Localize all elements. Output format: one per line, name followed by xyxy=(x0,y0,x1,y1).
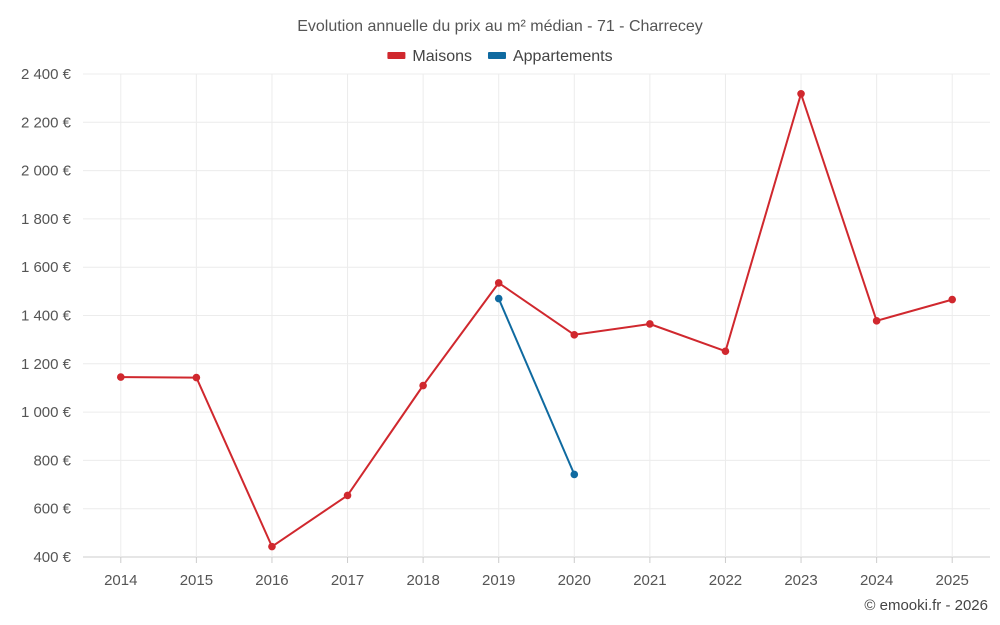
y-tick-label: 1 800 € xyxy=(21,211,72,228)
data-point[interactable] xyxy=(570,470,579,479)
y-tick-label: 2 000 € xyxy=(21,163,72,180)
x-tick-label: 2018 xyxy=(406,572,439,589)
y-tick-label: 800 € xyxy=(33,452,71,469)
legend-label[interactable]: Maisons xyxy=(412,48,472,65)
data-point[interactable] xyxy=(646,320,654,328)
y-tick-label: 2 200 € xyxy=(21,114,72,131)
y-tick-label: 400 € xyxy=(33,549,71,566)
y-tick-label: 1 200 € xyxy=(21,356,72,373)
data-point[interactable] xyxy=(419,381,427,390)
data-point[interactable] xyxy=(268,542,276,551)
x-tick-label: 2016 xyxy=(255,572,288,589)
x-tick-label: 2021 xyxy=(633,572,666,589)
data-point[interactable] xyxy=(872,317,881,325)
legend-label[interactable]: Appartements xyxy=(513,48,613,65)
x-tick-label: 2014 xyxy=(104,572,137,589)
data-point[interactable] xyxy=(948,295,957,304)
x-tick-label: 2020 xyxy=(558,572,591,589)
y-tick-label: 2 400 € xyxy=(21,66,72,83)
data-point[interactable] xyxy=(570,331,579,339)
series-layer xyxy=(116,90,957,551)
chart-title: Evolution annuelle du prix au m² médian … xyxy=(297,18,703,35)
x-tick-label: 2017 xyxy=(331,572,364,589)
data-point[interactable] xyxy=(797,90,805,98)
series-line xyxy=(120,92,953,548)
y-tick-label: 600 € xyxy=(33,501,71,518)
x-tick-label: 2024 xyxy=(860,572,893,589)
data-point[interactable] xyxy=(116,373,125,381)
data-point[interactable] xyxy=(494,279,503,287)
legend-swatch xyxy=(487,52,506,59)
x-tick-label: 2025 xyxy=(936,572,969,589)
y-tick-label: 1 600 € xyxy=(21,259,72,276)
x-tick-label: 2019 xyxy=(482,572,515,589)
legend: Maisons Appartements xyxy=(387,48,613,65)
data-point[interactable] xyxy=(494,294,503,303)
x-tick-label: 2023 xyxy=(784,572,817,589)
series-maisons xyxy=(116,90,957,551)
axes: 400 € 600 € 800 € 1 000 € 1 200 € 1 400 € 1 60… xyxy=(21,66,969,589)
data-point[interactable] xyxy=(721,347,730,356)
grid xyxy=(83,73,990,558)
data-point[interactable] xyxy=(343,491,352,500)
data-point[interactable] xyxy=(192,373,201,382)
credit-text: © emooki.fr - 2026 xyxy=(864,597,988,614)
series-appartements xyxy=(494,294,579,479)
legend-swatch xyxy=(387,52,406,59)
x-tick-label: 2015 xyxy=(180,572,213,589)
y-tick-label: 1 000 € xyxy=(21,404,72,421)
x-tick-label: 2022 xyxy=(709,572,742,589)
y-tick-label: 1 400 € xyxy=(21,308,72,325)
series-line xyxy=(497,298,576,475)
